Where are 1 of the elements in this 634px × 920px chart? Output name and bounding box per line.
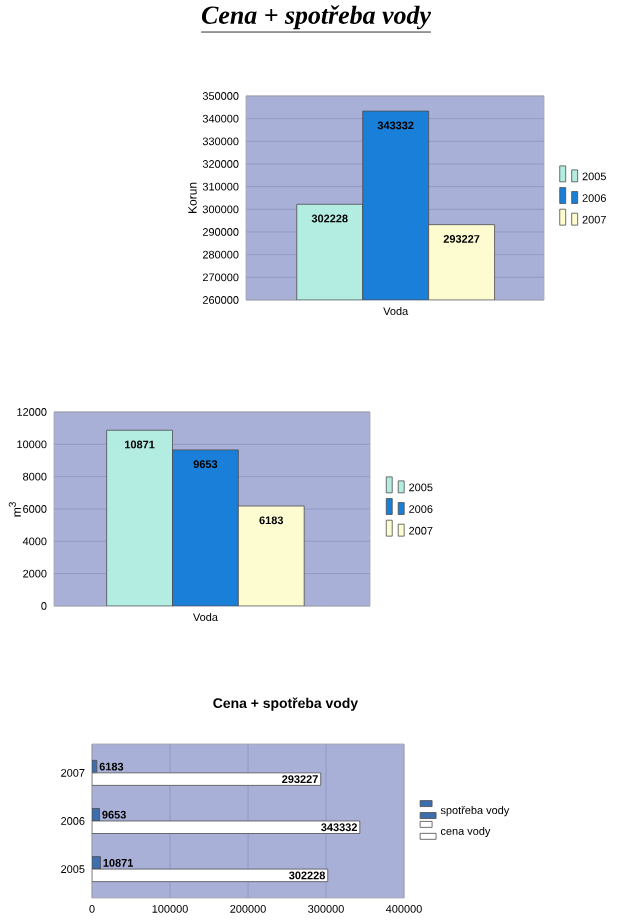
chart-title: Cena + spotřeba vody [201, 5, 432, 30]
